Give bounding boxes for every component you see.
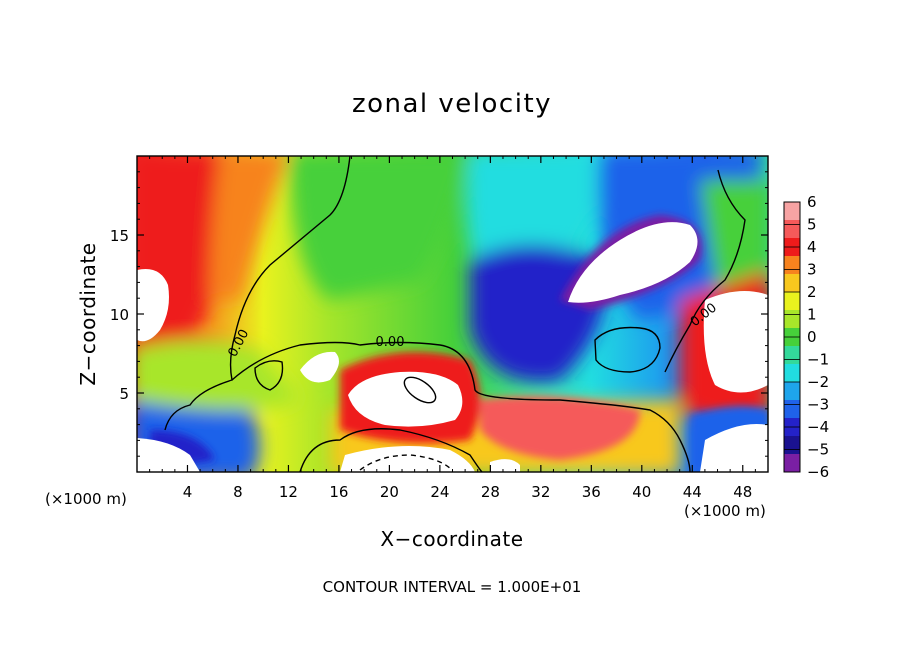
colorbar-swatch — [784, 220, 800, 239]
contour-loop-west — [254, 360, 284, 391]
x-tick-label: 36 — [582, 483, 601, 501]
colorbar-label: 6 — [807, 193, 817, 211]
x-tick-label: 20 — [380, 483, 399, 501]
colorbar-label: 5 — [807, 216, 817, 234]
colorbar-swatch — [784, 202, 800, 221]
x-tick-label: 28 — [481, 483, 500, 501]
mask-region-west — [137, 269, 169, 342]
field-region-orange-west — [210, 156, 288, 300]
zero-contours — [164, 156, 746, 472]
contour-label-center: 0.00 — [376, 335, 405, 350]
colorbar-label: −6 — [807, 463, 829, 481]
colorbar-label: −4 — [807, 418, 829, 436]
mask-region-northeast — [568, 222, 698, 303]
x-tick-label: 4 — [183, 483, 193, 501]
field-region-red-southcentral — [480, 396, 640, 460]
colorbar-label: −3 — [807, 396, 829, 414]
colorbar-swatch — [784, 382, 800, 401]
field-region-green-center — [290, 156, 469, 300]
colorbar-swatch — [784, 400, 800, 419]
y-axis-label: Z−coordinate — [76, 242, 100, 385]
colorbar-swatch — [784, 256, 800, 275]
x-tick-label: 44 — [683, 483, 702, 501]
x-scale-left: (×1000 m) — [45, 490, 127, 508]
field-region-blue-center — [470, 245, 605, 382]
x-tick-label: 40 — [632, 483, 651, 501]
y-tick-label: 10 — [110, 306, 129, 324]
contour-line-east — [664, 169, 746, 373]
colorbar-label: 0 — [807, 328, 817, 346]
colorbar-swatch — [784, 292, 800, 311]
mask-region-southeast — [700, 424, 768, 472]
contour-interval-footer: CONTOUR INTERVAL = 1.000E+01 — [323, 578, 582, 596]
x-scale-right: (×1000 m) — [684, 502, 766, 520]
colorbar-label: 3 — [807, 261, 817, 279]
colorbar-swatch — [784, 346, 800, 365]
colorbar-label: 1 — [807, 306, 817, 324]
colorbar-label: −2 — [807, 373, 829, 391]
x-tick-label: 48 — [733, 483, 752, 501]
colorbar-label: 4 — [807, 238, 817, 256]
x-tick-label: 24 — [430, 483, 449, 501]
x-tick-label: 12 — [279, 483, 298, 501]
x-axis: 4 8 12 16 20 24 28 32 36 40 44 48 — [149, 156, 756, 501]
mask-region-east — [703, 291, 768, 393]
colorbar-label: 2 — [807, 283, 817, 301]
colorbar-label: −1 — [807, 351, 829, 369]
colorbar-swatch — [784, 364, 800, 383]
y-axis: 5 10 15 — [110, 171, 768, 457]
colorbar-swatch — [784, 310, 800, 329]
colorbar-swatch — [784, 436, 800, 455]
field-region-green-southwest — [137, 340, 300, 410]
mask-region-center-pocket — [300, 351, 339, 383]
y-tick-label: 15 — [110, 227, 129, 245]
x-axis-label: X−coordinate — [380, 527, 523, 551]
mask-region-southwest — [137, 438, 200, 472]
contour-ellipse-center — [403, 376, 437, 404]
x-tick-label: 8 — [233, 483, 243, 501]
contour-line-west — [164, 156, 351, 431]
mask-region-south-center — [348, 371, 463, 427]
colorbar: 6 5 4 3 2 1 0 −1 −2 −3 −4 −5 −6 — [783, 193, 829, 481]
contour-loop-east — [594, 326, 661, 373]
x-tick-label: 32 — [531, 483, 550, 501]
colorbar-swatch — [784, 454, 800, 473]
x-tick-label: 16 — [329, 483, 348, 501]
colorbar-swatch — [784, 274, 800, 293]
y-tick-label: 5 — [119, 385, 129, 403]
contour-line-center — [231, 341, 691, 472]
chart-title: zonal velocity — [352, 89, 552, 119]
contour-line-south — [299, 428, 483, 472]
mask-region-bottom-center — [340, 446, 475, 472]
heatmap-field: 0.00 0.00 0.00 — [137, 156, 768, 472]
colorbar-label: −5 — [807, 441, 829, 459]
mask-region-bottom-pocket — [490, 459, 520, 472]
